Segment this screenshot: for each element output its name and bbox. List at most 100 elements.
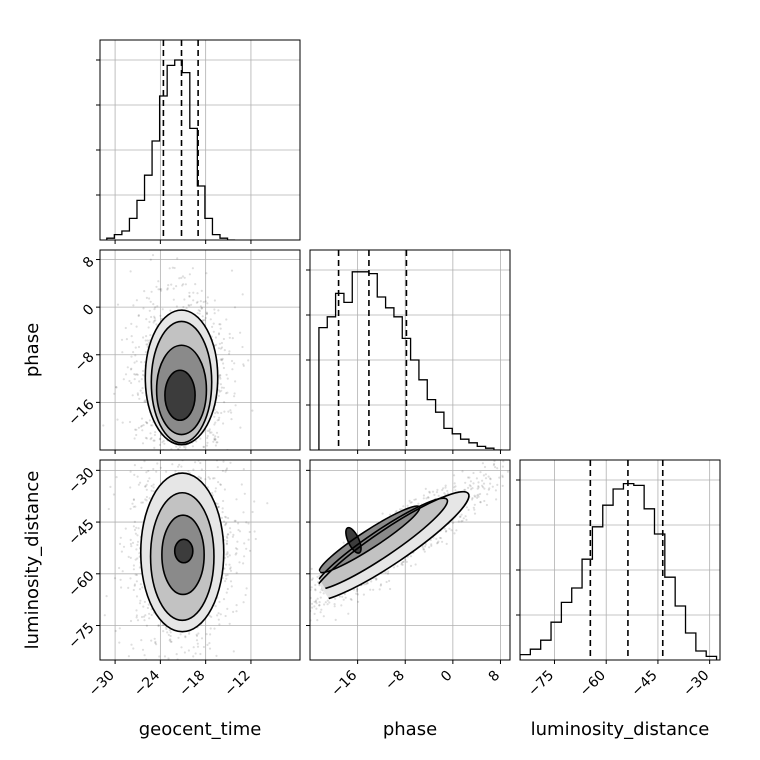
scatter-point	[225, 577, 228, 580]
scatter-point	[132, 564, 135, 567]
scatter-point	[223, 567, 226, 570]
scatter-point	[133, 378, 136, 381]
scatter-point	[320, 608, 323, 611]
scatter-point	[362, 593, 365, 596]
scatter-point	[455, 529, 458, 532]
scatter-point	[130, 322, 133, 325]
scatter-point	[213, 299, 216, 302]
scatter-point	[489, 478, 492, 481]
scatter-point	[395, 509, 398, 513]
scatter-point	[144, 351, 147, 354]
scatter-point	[223, 349, 226, 352]
scatter-point	[216, 466, 219, 469]
scatter-point	[228, 332, 231, 335]
scatter-point	[141, 501, 144, 504]
scatter-point	[398, 508, 402, 511]
scatter-point	[236, 548, 239, 551]
scatter-point	[356, 593, 359, 596]
scatter-point	[347, 612, 350, 615]
scatter-point	[213, 627, 216, 630]
scatter-point	[341, 595, 344, 598]
scatter-point	[144, 399, 147, 402]
scatter-point	[178, 446, 181, 449]
scatter-point	[467, 508, 470, 511]
scatter-point	[158, 443, 162, 446]
scatter-point	[132, 304, 135, 307]
scatter-point	[234, 380, 237, 383]
scatter-point	[148, 419, 151, 422]
scatter-point	[157, 288, 160, 291]
scatter-point	[202, 300, 205, 304]
scatter-point	[198, 309, 201, 313]
scatter-point	[142, 615, 146, 618]
scatter-point	[217, 435, 220, 439]
scatter-point	[459, 515, 462, 518]
scatter-point	[184, 446, 187, 449]
scatter-point	[209, 431, 212, 434]
scatter-point	[157, 624, 160, 627]
scatter-point	[228, 336, 231, 339]
scatter-point	[320, 588, 323, 591]
scatter-point	[138, 602, 142, 605]
scatter-point	[427, 496, 430, 499]
scatter-point	[160, 288, 163, 291]
scatter-point	[192, 655, 195, 658]
scatter-point	[135, 548, 138, 551]
scatter-point	[226, 551, 229, 554]
scatter-point	[133, 373, 136, 376]
scatter-point	[221, 507, 224, 510]
scatter-point	[245, 547, 248, 550]
scatter-point	[225, 553, 228, 556]
scatter-point	[401, 563, 404, 567]
scatter-point	[378, 588, 381, 591]
scatter-point	[151, 254, 155, 257]
scatter-point	[334, 618, 337, 622]
scatter-point	[184, 636, 187, 639]
scatter-point	[242, 562, 245, 565]
scatter-point	[147, 469, 150, 473]
scatter-point	[214, 487, 217, 490]
scatter-point	[144, 498, 147, 501]
scatter-point	[222, 460, 225, 463]
scatter-point	[199, 461, 202, 465]
scatter-point	[196, 645, 200, 648]
scatter-point	[148, 297, 151, 300]
scatter-point	[226, 587, 229, 591]
scatter-point	[225, 535, 228, 538]
scatter-point	[159, 314, 162, 317]
scatter-point	[144, 436, 147, 439]
scatter-point	[167, 633, 170, 637]
scatter-point	[107, 507, 110, 511]
scatter-point	[219, 613, 222, 616]
scatter-point	[235, 604, 238, 607]
scatter-point	[175, 653, 178, 656]
scatter-point	[435, 491, 439, 494]
scatter-point	[180, 276, 183, 279]
scatter-point	[146, 606, 149, 610]
scatter-point	[229, 409, 232, 412]
scatter-point	[142, 424, 145, 427]
scatter-point	[135, 573, 138, 577]
scatter-point	[477, 495, 480, 498]
scatter-point	[233, 395, 236, 398]
scatter-point	[131, 541, 135, 545]
scatter-point	[226, 391, 229, 394]
scatter-point	[318, 601, 321, 604]
scatter-point	[127, 555, 130, 559]
scatter-point	[196, 312, 199, 315]
scatter-point	[152, 490, 155, 493]
scatter-point	[133, 520, 136, 523]
scatter-point	[237, 522, 240, 525]
scatter-point	[141, 387, 144, 390]
scatter-point	[219, 483, 222, 486]
scatter-point	[145, 483, 148, 486]
scatter-point	[251, 409, 254, 412]
scatter-point	[234, 404, 237, 407]
scatter-point	[251, 510, 254, 514]
scatter-point	[208, 614, 211, 617]
scatter-point	[225, 373, 228, 376]
scatter-point	[131, 502, 134, 505]
scatter-point	[479, 501, 482, 504]
scatter-point	[217, 333, 221, 336]
scatter-point	[433, 493, 436, 496]
